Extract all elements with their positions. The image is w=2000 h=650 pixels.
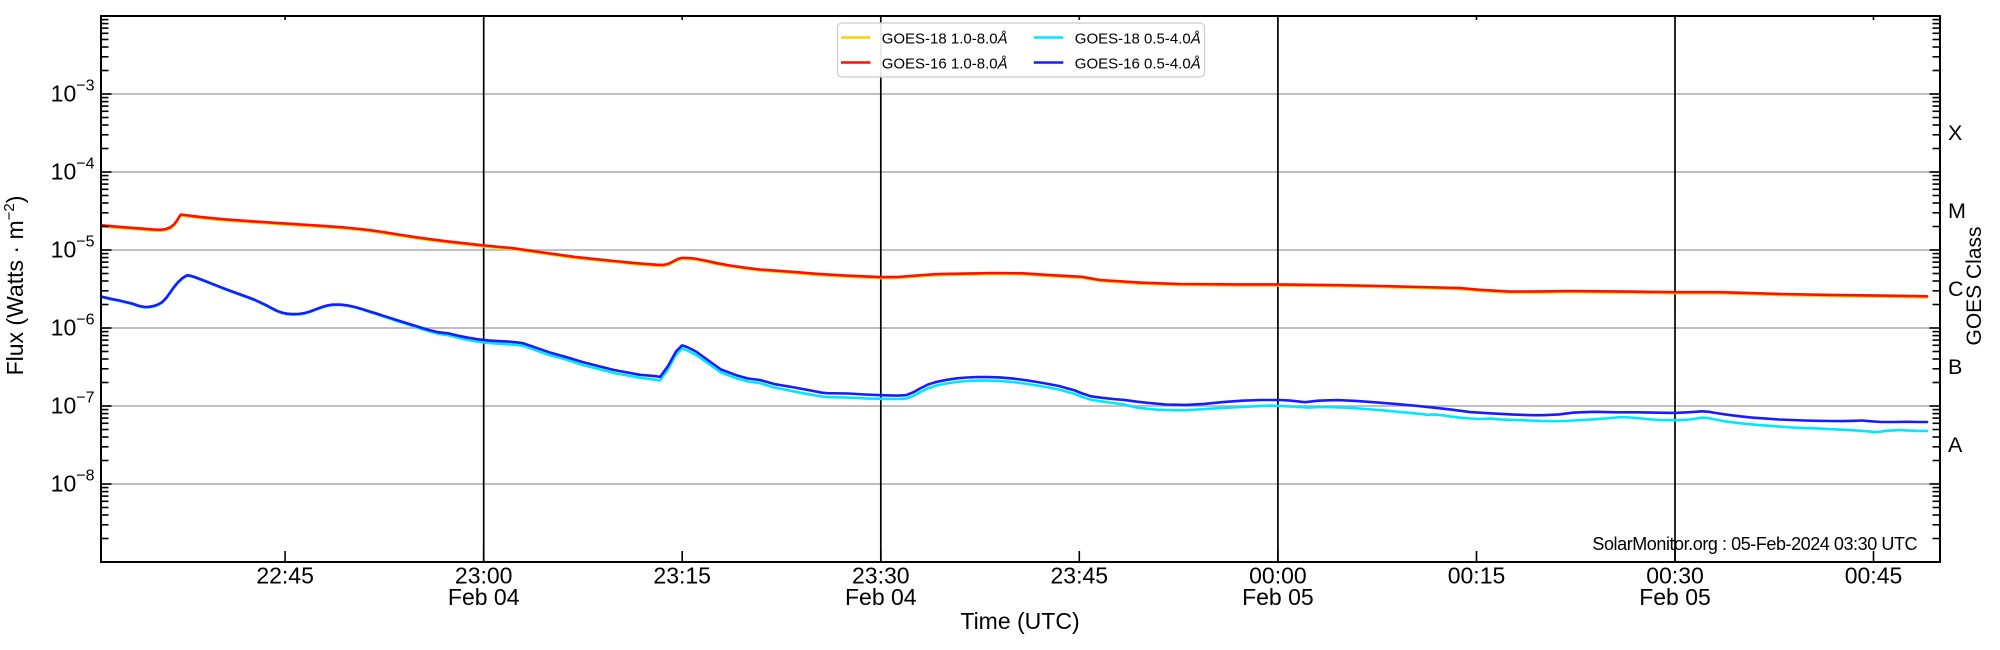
svg-text:00:45: 00:45 xyxy=(1845,563,1903,589)
svg-text:SolarMonitor.org : 05-Feb-2024: SolarMonitor.org : 05-Feb-2024 03:30 UTC xyxy=(1592,534,1917,554)
svg-text:Feb 05: Feb 05 xyxy=(1639,584,1711,610)
svg-text:Flux (Watts · m−2): Flux (Watts · m−2) xyxy=(1,196,28,376)
svg-text:X: X xyxy=(1948,121,1962,145)
svg-text:GOES-16 0.5-4.0Å: GOES-16 0.5-4.0Å xyxy=(1075,55,1201,72)
svg-text:00:15: 00:15 xyxy=(1448,563,1506,589)
svg-text:GOES-18 0.5-4.0Å: GOES-18 0.5-4.0Å xyxy=(1075,30,1201,47)
svg-text:Feb 04: Feb 04 xyxy=(448,584,520,610)
svg-text:Time (UTC): Time (UTC) xyxy=(960,608,1079,634)
svg-text:00:30: 00:30 xyxy=(1646,563,1704,589)
svg-text:A: A xyxy=(1948,433,1963,457)
svg-text:GOES Class: GOES Class xyxy=(1963,226,1986,345)
svg-text:M: M xyxy=(1948,199,1966,223)
svg-text:23:15: 23:15 xyxy=(653,563,711,589)
svg-text:23:00: 23:00 xyxy=(455,563,513,589)
svg-text:Feb 05: Feb 05 xyxy=(1242,584,1314,610)
svg-text:23:45: 23:45 xyxy=(1051,563,1109,589)
svg-text:B: B xyxy=(1948,355,1962,379)
svg-text:GOES-16 1.0-8.0Å: GOES-16 1.0-8.0Å xyxy=(882,55,1008,72)
svg-text:00:00: 00:00 xyxy=(1249,563,1307,589)
svg-text:22:45: 22:45 xyxy=(256,563,314,589)
svg-text:GOES-18 1.0-8.0Å: GOES-18 1.0-8.0Å xyxy=(882,30,1008,47)
svg-text:Feb 04: Feb 04 xyxy=(845,584,917,610)
svg-text:23:30: 23:30 xyxy=(852,563,910,589)
svg-text:C: C xyxy=(1948,277,1964,301)
